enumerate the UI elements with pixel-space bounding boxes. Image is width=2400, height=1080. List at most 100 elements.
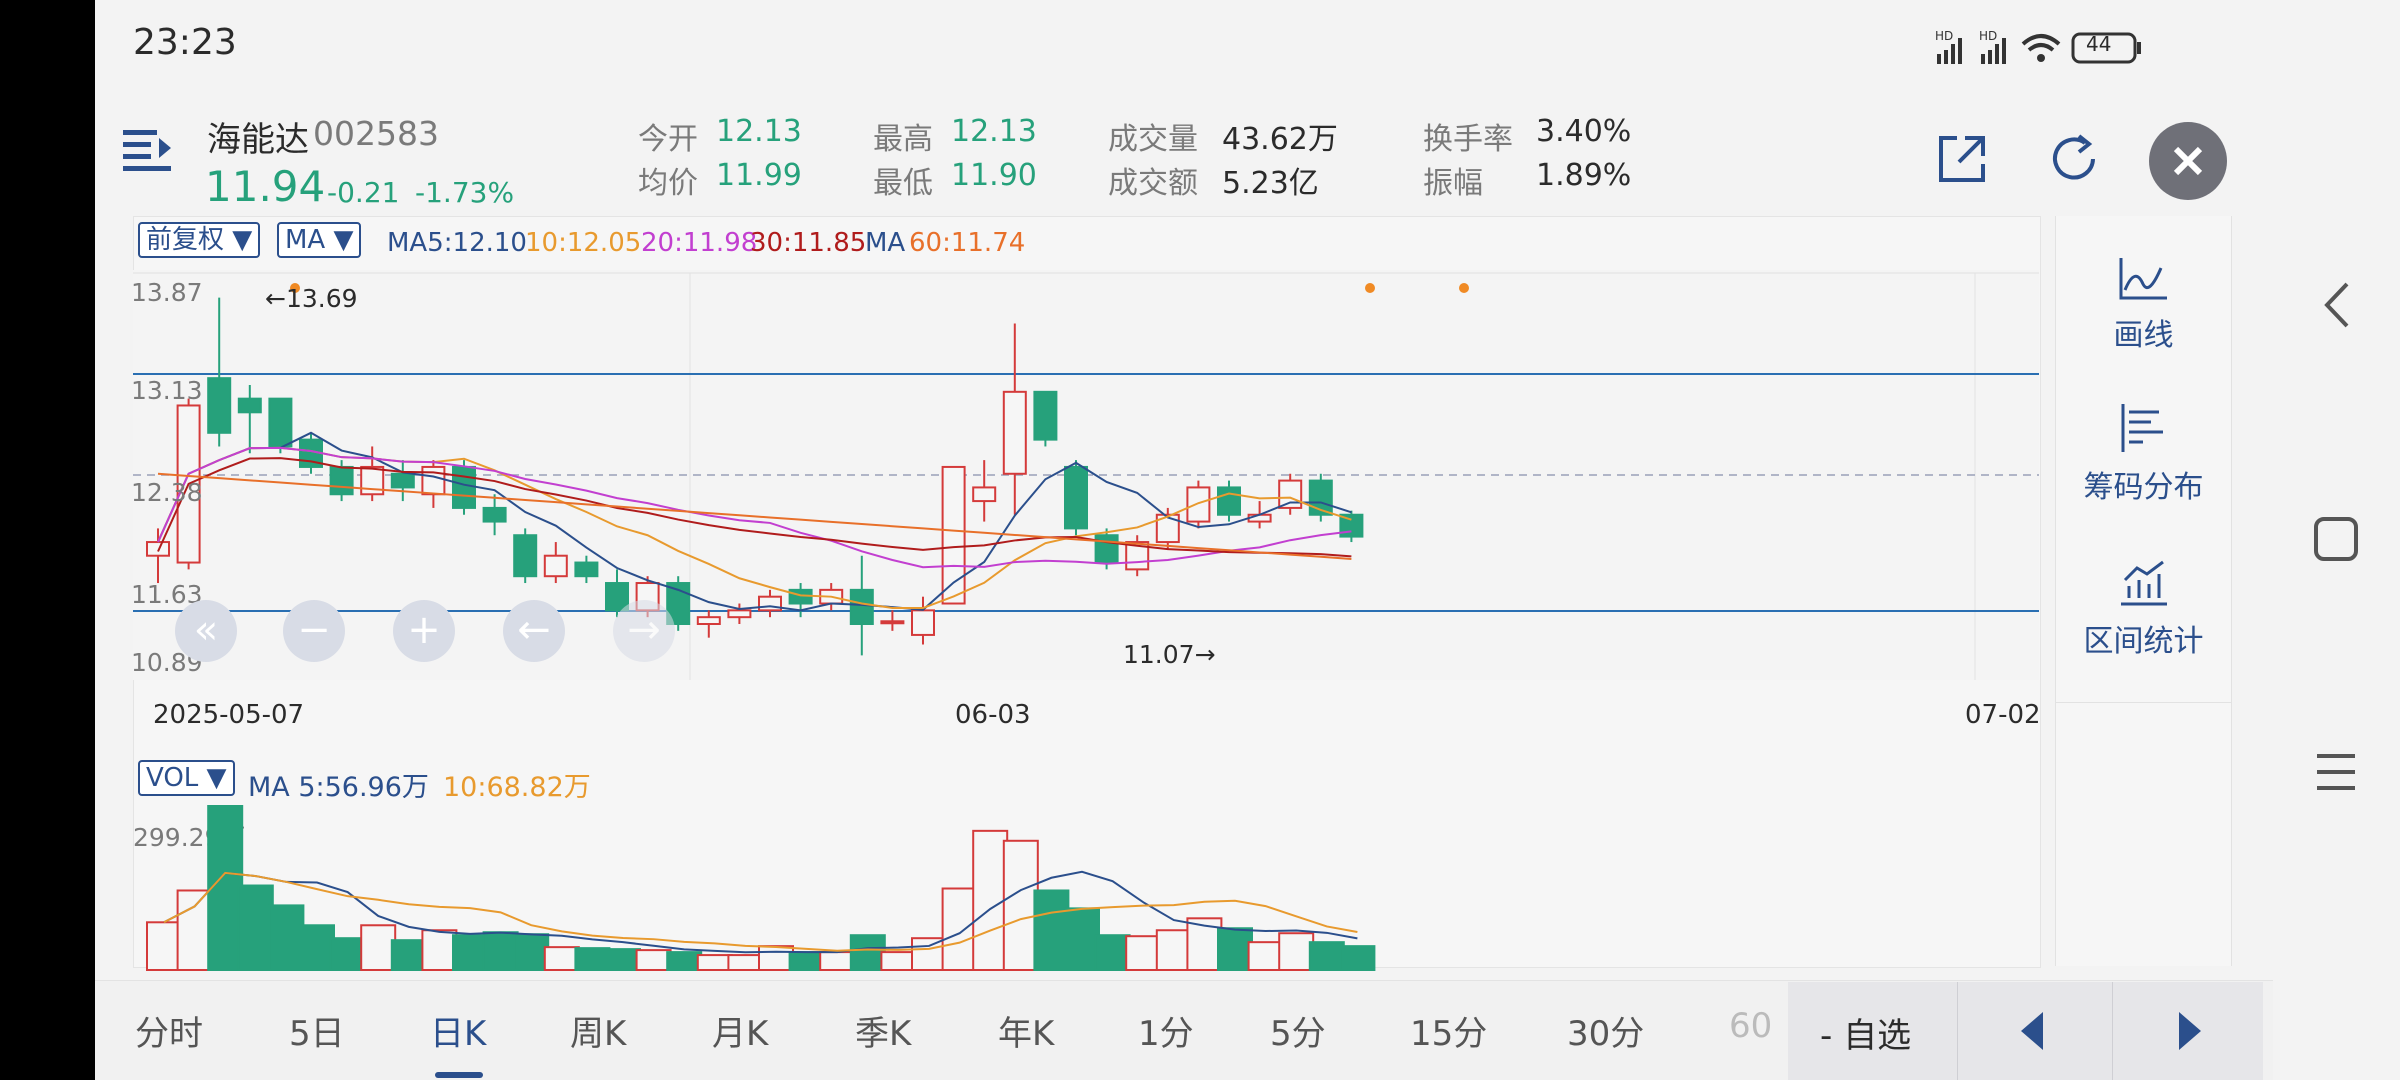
volume-bar: [543, 946, 580, 971]
tab-15min[interactable]: 15分: [1410, 1014, 1488, 1054]
volume-bar: [941, 887, 978, 971]
volume-bar: [482, 931, 519, 971]
minus-icon: −: [297, 607, 331, 653]
volume-chart[interactable]: [133, 800, 2043, 972]
range-stats-icon: [2120, 560, 2167, 606]
volume-bar: [360, 924, 397, 971]
vol-ma5: MA 5:56.96万: [248, 772, 429, 803]
candle-up: [1278, 479, 1303, 509]
zoom-out-button[interactable]: −: [283, 600, 345, 662]
prev-stock-button[interactable]: [2017, 1010, 2047, 1056]
volume-bar: [972, 829, 1009, 972]
watchlist-button[interactable]: - 自选: [1820, 1016, 1912, 1056]
scroll-left-button[interactable]: ←: [503, 600, 565, 662]
home-nav-icon[interactable]: [2313, 516, 2359, 566]
tool-chip-distribution[interactable]: 筹码分布: [2056, 402, 2231, 506]
high-marker: ←13.69: [265, 284, 358, 313]
menu-icon[interactable]: [123, 128, 175, 178]
svg-text:HD: HD: [1935, 29, 1953, 43]
candle-up: [360, 465, 385, 496]
volume-bar: [880, 951, 917, 971]
stock-code: 002583: [313, 114, 439, 153]
volume-bar: [1247, 941, 1284, 971]
volume-bar: [146, 921, 182, 971]
tab-daily-k[interactable]: 日K: [430, 1014, 487, 1054]
share-icon[interactable]: [1935, 132, 1989, 190]
volume-indicator-select[interactable]: VOL ▼: [138, 760, 235, 796]
tab-30min[interactable]: 30分: [1567, 1014, 1645, 1054]
volume-bar: [1094, 934, 1131, 972]
volume-bar: [237, 884, 274, 971]
low-label: 最低: [873, 166, 933, 201]
tool-range-stats[interactable]: 区间统计: [2056, 558, 2231, 660]
volume-bar: [911, 937, 947, 971]
amplitude-label: 振幅: [1423, 166, 1483, 201]
volume-bar: [1278, 932, 1315, 971]
volume-bar: [849, 934, 886, 972]
open-value: 12.13: [716, 114, 802, 149]
back-nav-icon[interactable]: [2321, 280, 2351, 334]
fast-back-button[interactable]: «: [175, 600, 237, 662]
close-button[interactable]: [2149, 122, 2227, 200]
turnover-value: 3.40%: [1536, 114, 1632, 149]
candle-up: [941, 465, 966, 605]
zoom-in-button[interactable]: +: [393, 600, 455, 662]
tab-yearly-k[interactable]: 年K: [998, 1014, 1055, 1054]
candle-up: [146, 541, 170, 557]
candle-down: [574, 561, 599, 578]
plus-icon: +: [407, 607, 441, 653]
arrow-left-icon: ←: [517, 607, 551, 653]
tool-draw-line[interactable]: 画线: [2056, 256, 2231, 354]
next-stock-button[interactable]: [2175, 1010, 2205, 1056]
tab-quarterly-k[interactable]: 季K: [855, 1014, 912, 1054]
stock-name: 海能达: [207, 120, 309, 160]
draw-line-icon: [2119, 258, 2167, 300]
y-label-3: 12.38: [131, 478, 203, 507]
ma5-line: [157, 431, 1352, 612]
tab-5day[interactable]: 5日: [289, 1014, 345, 1054]
triangle-left-icon: [2021, 1012, 2043, 1050]
candlestick-chart[interactable]: [133, 270, 2043, 720]
candle-up: [1186, 486, 1211, 523]
amount-label: 成交额: [1108, 166, 1198, 201]
low-value: 11.90: [951, 158, 1037, 193]
turnover-label: 换手率: [1423, 122, 1513, 157]
volume-bar: [819, 951, 856, 971]
avg-label: 均价: [638, 166, 698, 201]
candle-down: [788, 588, 813, 605]
tab-intraday[interactable]: 分时: [135, 1014, 203, 1054]
candle-down: [452, 465, 476, 509]
vol-ma10-line: [163, 871, 1358, 952]
candle-down: [1033, 390, 1058, 441]
avg-value: 11.99: [716, 158, 802, 193]
volume-bar: [1339, 945, 1376, 972]
candle-up: [696, 616, 721, 626]
volume-bar: [390, 939, 427, 972]
volume-bar: [1064, 907, 1100, 971]
refresh-icon[interactable]: [2045, 130, 2103, 192]
scroll-right-button[interactable]: →: [613, 600, 675, 662]
tab-1min[interactable]: 1分: [1138, 1014, 1194, 1054]
tab-5min[interactable]: 5分: [1270, 1014, 1326, 1054]
volume-bar: [666, 951, 703, 971]
candle-down: [329, 465, 354, 496]
indicator-select[interactable]: MA ▼: [277, 222, 362, 258]
event-marker: [290, 283, 300, 293]
candle-down: [1094, 534, 1119, 564]
legend-ma30: 30:11.85: [750, 228, 867, 258]
ma20-line: [157, 446, 1352, 569]
candle-up: [880, 620, 905, 625]
candle-up: [972, 486, 997, 503]
adjust-select[interactable]: 前复权 ▼: [138, 222, 261, 258]
volume-bar: [1186, 917, 1223, 972]
candle-up: [727, 609, 752, 619]
tab-weekly-k[interactable]: 周K: [570, 1014, 627, 1054]
tab-60min[interactable]: 60: [1729, 1006, 1773, 1046]
triangle-right-icon: [2179, 1012, 2201, 1050]
volume-bar: [1002, 839, 1039, 972]
candle-down: [605, 582, 629, 612]
candle-down: [390, 472, 415, 489]
recents-nav-icon[interactable]: [2313, 752, 2359, 796]
tab-monthly-k[interactable]: 月K: [712, 1014, 769, 1054]
candle-up: [1002, 390, 1027, 475]
